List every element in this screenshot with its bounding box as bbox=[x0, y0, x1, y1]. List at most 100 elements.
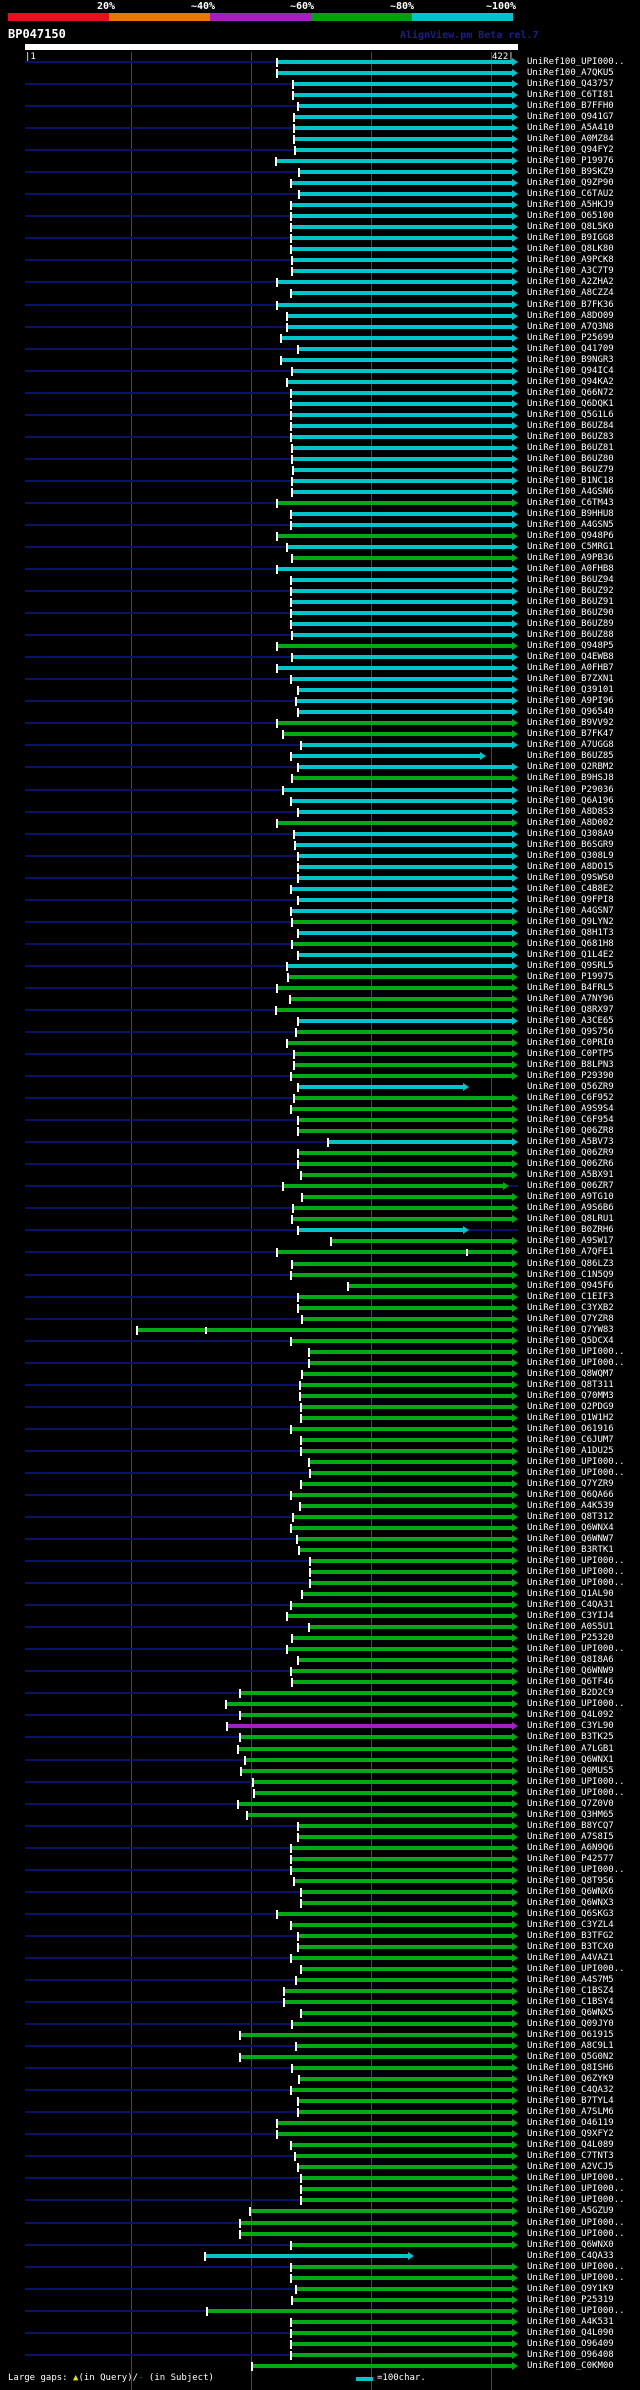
bar-end-arrow-icon bbox=[512, 521, 518, 529]
bar-start-tick bbox=[330, 1237, 332, 1246]
bar-end-arrow-icon bbox=[512, 1436, 518, 1444]
bar-end-arrow-icon bbox=[512, 808, 518, 816]
bar-end-arrow-icon bbox=[512, 1105, 518, 1113]
bar-end-arrow-icon bbox=[512, 1204, 518, 1212]
alignment-bar bbox=[298, 810, 512, 814]
bar-end-arrow-icon bbox=[512, 532, 518, 540]
bar-end-arrow-icon bbox=[512, 444, 518, 452]
bar-start-tick bbox=[290, 2274, 292, 2283]
bar-start-tick bbox=[293, 124, 295, 133]
bar-start-tick bbox=[300, 1965, 302, 1974]
subject-label: UniRef100_Q5G0N2 bbox=[527, 2052, 614, 2062]
query-span-line bbox=[25, 1825, 518, 1827]
bar-end-arrow-icon bbox=[408, 2252, 414, 2260]
bar-start-tick bbox=[290, 179, 292, 188]
alignment-bar bbox=[287, 1647, 512, 1651]
bar-start-tick bbox=[290, 598, 292, 607]
query-span-line bbox=[25, 568, 518, 570]
bar-start-tick bbox=[292, 80, 294, 89]
bar-end-arrow-icon bbox=[512, 289, 518, 297]
subject-label: UniRef100_O96408 bbox=[527, 2350, 614, 2360]
alignment-bar bbox=[287, 964, 512, 968]
alignment-bar bbox=[298, 1306, 512, 1310]
subject-label: UniRef100_B3RTK1 bbox=[527, 1545, 614, 1555]
bar-start-tick bbox=[297, 1304, 299, 1313]
query-span-line bbox=[25, 1207, 518, 1209]
subject-label: UniRef100_P29036 bbox=[527, 785, 614, 795]
alignment-bar bbox=[277, 721, 512, 725]
alignment-bar bbox=[298, 688, 512, 692]
alignment-bar bbox=[301, 2011, 512, 2015]
bar-end-arrow-icon bbox=[512, 2152, 518, 2160]
bar-start-tick bbox=[300, 2174, 302, 2183]
query-span-line bbox=[25, 899, 518, 901]
bar-start-tick bbox=[293, 1877, 295, 1886]
bar-end-arrow-icon bbox=[512, 1006, 518, 1014]
query-span-line bbox=[25, 1251, 518, 1253]
subject-label: UniRef100_Q8T312 bbox=[527, 1512, 614, 1522]
subject-label: UniRef100_A5A410 bbox=[527, 123, 614, 133]
bar-start-tick bbox=[309, 1557, 311, 1566]
bar-start-tick bbox=[298, 2075, 300, 2084]
bar-end-arrow-icon bbox=[512, 58, 518, 66]
bar-end-arrow-icon bbox=[512, 1800, 518, 1808]
alignment-bar bbox=[240, 1691, 512, 1695]
alignment-bar bbox=[291, 799, 512, 803]
gridline bbox=[491, 52, 492, 2390]
alignment-bar bbox=[298, 1129, 512, 1133]
bar-end-arrow-icon bbox=[512, 2075, 518, 2083]
subject-label: UniRef100_Q6WNX4 bbox=[527, 1523, 614, 1533]
subject-label: UniRef100_Q8H1T3 bbox=[527, 928, 614, 938]
query-span-line bbox=[25, 2155, 518, 2157]
alignment-bar bbox=[301, 1405, 512, 1409]
alignment-bar bbox=[301, 1890, 512, 1894]
large-gaps-legend: Large gaps: ▲(in Query)/- (in Subject) bbox=[8, 2373, 214, 2383]
subject-label: UniRef100_B9VV92 bbox=[527, 718, 614, 728]
alignment-bar bbox=[250, 2209, 512, 2213]
subject-label: UniRef100_B7FK47 bbox=[527, 729, 614, 739]
bar-end-arrow-icon bbox=[512, 830, 518, 838]
subject-label: UniRef100_A4K531 bbox=[527, 2317, 614, 2327]
bar-start-tick bbox=[309, 1579, 311, 1588]
identity-scale-segment bbox=[412, 13, 513, 21]
alignment-bar bbox=[287, 325, 512, 329]
query-gap-triangle-icon: ▲ bbox=[73, 2373, 79, 2383]
bar-end-arrow-icon bbox=[512, 278, 518, 286]
subject-label: UniRef100_UPI000.. bbox=[527, 2262, 625, 2272]
bar-end-arrow-icon bbox=[512, 1932, 518, 1940]
subject-label: UniRef100_A5BX91 bbox=[527, 1170, 614, 1180]
subject-label: UniRef100_B6UZ85 bbox=[527, 751, 614, 761]
bar-end-arrow-icon bbox=[512, 1193, 518, 1201]
subject-label: UniRef100_Q2RBM2 bbox=[527, 762, 614, 772]
subject-label: UniRef100_A4VAZ1 bbox=[527, 1953, 614, 1963]
query-span-line bbox=[25, 414, 518, 416]
bar-end-arrow-icon bbox=[512, 1789, 518, 1797]
bar-start-tick bbox=[280, 356, 282, 365]
alignment-bar bbox=[310, 1559, 512, 1563]
bar-end-arrow-icon bbox=[512, 499, 518, 507]
alignment-bar bbox=[284, 2000, 512, 2004]
bar-start-tick bbox=[290, 1844, 292, 1853]
alignment-bar bbox=[292, 776, 512, 780]
bar-end-arrow-icon bbox=[512, 918, 518, 926]
subject-label: UniRef100_A6N9Q6 bbox=[527, 1843, 614, 1853]
query-span-line bbox=[25, 2244, 518, 2246]
alignment-bar bbox=[298, 2165, 512, 2169]
bar-end-arrow-icon bbox=[512, 1127, 518, 1135]
bar-start-tick bbox=[300, 1436, 302, 1445]
subject-label: UniRef100_Q6WNX0 bbox=[527, 2240, 614, 2250]
query-span-line bbox=[25, 1869, 518, 1871]
alignment-bar bbox=[291, 1857, 512, 1861]
bar-end-arrow-icon bbox=[512, 2285, 518, 2293]
query-span-line bbox=[25, 987, 518, 989]
alignment-bar bbox=[310, 1581, 512, 1585]
alignment-bar bbox=[294, 832, 512, 836]
bar-start-tick bbox=[239, 2031, 241, 2040]
subject-label: UniRef100_Q9FPI8 bbox=[527, 895, 614, 905]
alignment-bar bbox=[277, 2132, 512, 2136]
subject-label: UniRef100_A0FHB8 bbox=[527, 564, 614, 574]
legend-text: (in Subject) bbox=[143, 2373, 214, 2383]
subject-label: UniRef100_Q9SRL5 bbox=[527, 961, 614, 971]
query-span-line bbox=[25, 392, 518, 394]
alignment-bar bbox=[301, 2187, 512, 2191]
